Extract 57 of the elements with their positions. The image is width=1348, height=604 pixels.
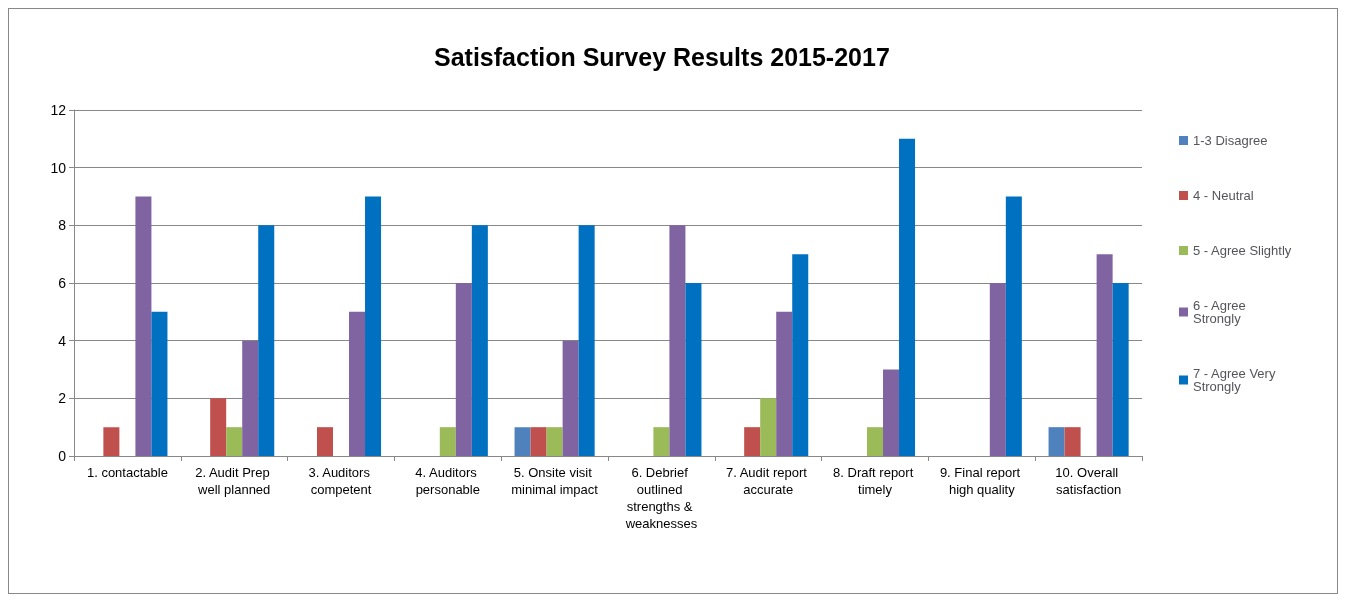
x-tick-label: 10. Overall satisfaction	[1055, 465, 1122, 497]
x-tick-label: 6. Debrief outlined strengths & weaknesses	[624, 465, 698, 531]
bar	[135, 196, 152, 456]
x-tick-label: 1. contactable	[86, 465, 168, 480]
bar	[989, 283, 1006, 456]
bar	[471, 225, 488, 456]
bar	[210, 398, 227, 456]
bar	[578, 225, 595, 456]
bar	[455, 283, 472, 456]
y-tick-label: 4	[58, 332, 67, 349]
bar	[1005, 196, 1022, 456]
x-tick-label: 9. Final report high quality	[939, 465, 1024, 497]
bar	[1048, 427, 1065, 456]
legend-label: 7 - Agree Very Strongly	[1193, 366, 1280, 394]
bar	[744, 427, 761, 456]
chart-title: Satisfaction Survey Results 2015-2017	[434, 42, 890, 71]
y-tick-label: 2	[58, 390, 67, 407]
bar	[316, 427, 333, 456]
bar	[530, 427, 547, 456]
bar	[792, 254, 809, 456]
x-tick-label: 3. Auditors competent	[308, 465, 374, 497]
bar	[776, 311, 793, 456]
bar	[349, 311, 366, 456]
bar	[1064, 427, 1081, 456]
y-tick-label: 8	[58, 217, 67, 234]
bar	[883, 369, 900, 456]
bar	[258, 225, 275, 456]
bar	[685, 283, 702, 456]
x-tick-label: 4. Auditors personable	[415, 465, 481, 497]
bar	[1096, 254, 1113, 456]
y-tick-label: 12	[50, 102, 67, 118]
bar	[226, 427, 243, 456]
bar	[103, 427, 120, 456]
bar	[546, 427, 563, 456]
legend-label: 6 - Agree Strongly	[1193, 298, 1250, 326]
legend-label: 5 - Agree Slightly	[1193, 243, 1292, 258]
bar	[866, 427, 884, 456]
y-tick-label: 0	[58, 448, 67, 464]
bar	[562, 340, 579, 456]
bar	[242, 340, 259, 456]
bar	[151, 311, 168, 456]
bar	[1112, 283, 1129, 456]
x-tick-label: 8. Draft report timely	[833, 465, 917, 497]
y-tick-label: 10	[50, 159, 67, 176]
y-tick-label: 6	[58, 275, 67, 291]
bar	[439, 427, 456, 456]
x-tick-label: 5. Onsite visit minimal impact	[511, 465, 599, 497]
bar	[899, 138, 916, 456]
bar	[365, 196, 382, 456]
bar	[669, 225, 686, 456]
bar	[514, 427, 531, 456]
bar	[653, 427, 670, 456]
legend-label: 1-3 Disagree	[1193, 133, 1268, 148]
bar	[760, 398, 777, 456]
legend-label: 4 - Neutral	[1193, 188, 1254, 203]
x-tick-label: 2. Audit Prep well planned	[195, 465, 274, 497]
x-tick-label: 7. Audit report accurate	[725, 465, 811, 497]
